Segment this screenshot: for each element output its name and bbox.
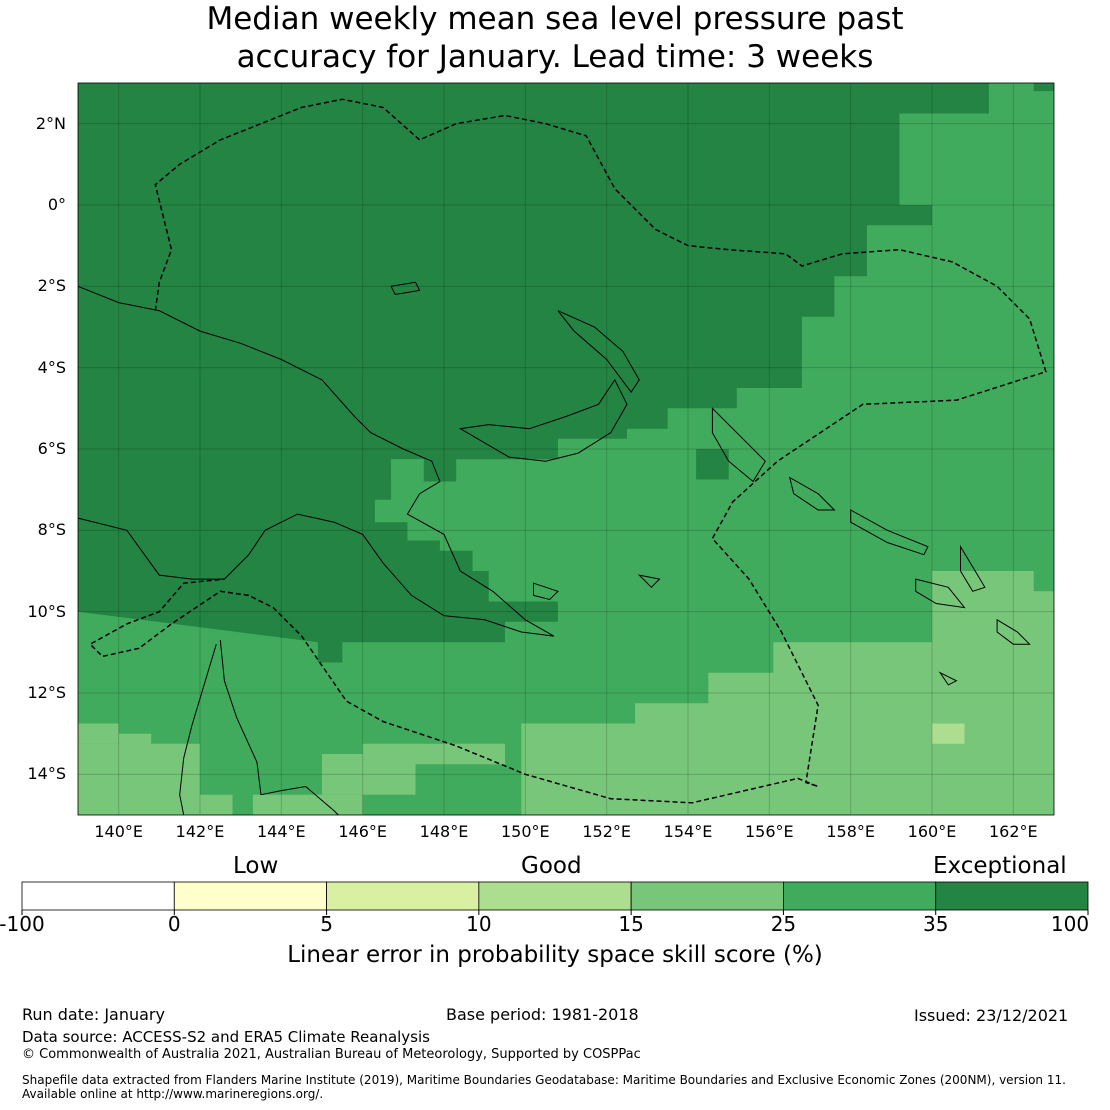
base-period: Base period: 1981-2018 — [446, 1005, 639, 1024]
lat-label: 6°S — [37, 439, 66, 458]
lon-label: 152°E — [582, 822, 631, 841]
coast-woodlark — [637, 574, 661, 589]
colorbar-bin — [173, 881, 327, 911]
colorbar-tick: 15 — [618, 912, 644, 936]
lat-label: 12°S — [27, 683, 66, 702]
coastlines — [77, 281, 1031, 816]
lat-label: 2°S — [37, 276, 66, 296]
colorbar-axis-title: Linear error in probability space skill … — [287, 942, 823, 968]
lat-label: 2°N — [35, 113, 66, 133]
coast-cape-york-west — [179, 644, 217, 816]
lat-label: 4°S — [37, 357, 66, 377]
lon-label: 154°E — [663, 822, 713, 841]
category-good: Good — [521, 853, 582, 879]
lon-label: 148°E — [419, 822, 469, 841]
lon-label: 162°E — [989, 822, 1038, 841]
copyright: © Commonwealth of Australia 2021, Austra… — [22, 1047, 641, 1062]
map-frame — [77, 82, 1055, 816]
colorbar-tick: 0 — [167, 912, 181, 936]
coast-santa-isabel — [850, 509, 929, 556]
coast-makira — [996, 618, 1031, 645]
colorbar-tick: 10 — [466, 912, 492, 936]
category-low: Low — [233, 853, 279, 879]
lat-label: 8°S — [37, 520, 66, 540]
coast-guadalcanal — [915, 578, 966, 609]
colorbar-bin — [21, 881, 175, 911]
region-pale-patch — [932, 723, 965, 744]
region-light-s3 — [362, 743, 505, 765]
colorbar-tick: 100 — [1050, 912, 1090, 936]
shapefile-credit-2: Available online at http://www.marinereg… — [22, 1087, 324, 1101]
coast-choiseul — [788, 476, 836, 511]
colorbar-bin — [935, 881, 1089, 911]
lon-label: 146°E — [338, 822, 387, 841]
eez-papua-new-guinea — [88, 98, 1047, 804]
lat-label: 10°S — [27, 601, 66, 621]
region-exceptional-ne — [1033, 83, 1054, 92]
shapefile-credit-1: Shapefile data extracted from Flanders M… — [22, 1073, 1066, 1087]
title-line-2: accuracy for January. Lead time: 3 weeks — [236, 39, 874, 75]
colorbar-tick: 35 — [922, 912, 949, 936]
coast-new-ireland — [557, 310, 640, 393]
lat-label: 14°S — [27, 764, 66, 784]
region-light-sw-b — [118, 733, 152, 754]
coast-new-britain — [458, 378, 628, 462]
region-exceptional-main — [78, 83, 989, 663]
region-light-se — [521, 571, 1054, 815]
colorbar-bin — [478, 881, 632, 911]
lon-label: 156°E — [745, 822, 794, 841]
map-title: Median weekly mean sea level pressure pa… — [0, 0, 1110, 76]
eez-boundary — [88, 98, 1047, 804]
category-exceptional: Exceptional — [933, 853, 1067, 879]
skill-map — [21, 82, 1089, 915]
colorbar-tick: -100 — [0, 912, 45, 936]
region-light-s1 — [252, 794, 363, 815]
lon-label: 144°E — [257, 822, 306, 841]
lon-label: 150°E — [501, 822, 550, 841]
lat-label: 0° — [47, 195, 66, 214]
colorbar-bin — [783, 881, 937, 911]
graticule — [78, 83, 1054, 815]
colorbar-tick: 5 — [320, 912, 333, 936]
coast-malaita — [960, 544, 986, 592]
coast-bougainville — [711, 407, 766, 483]
data-source: Data source: ACCESS-S2 and ERA5 Climate … — [22, 1028, 430, 1046]
colorbar-bin — [326, 881, 480, 911]
lon-label: 140°E — [94, 822, 143, 841]
colorbar — [21, 881, 1089, 915]
colorbar-tick: 25 — [770, 912, 797, 936]
lon-label: 158°E — [826, 822, 875, 841]
lon-label: 160°E — [907, 822, 957, 841]
coast-cape-york-east — [219, 640, 339, 816]
issued-date: Issued: 23/12/2021 — [914, 1006, 1069, 1025]
title-line-1: Median weekly mean sea level pressure pa… — [206, 1, 904, 37]
colorbar-bin — [630, 881, 784, 911]
lon-label: 142°E — [175, 822, 225, 841]
coast-dentrecasteaux — [533, 582, 559, 601]
region-light-sw-strip — [78, 723, 119, 744]
skill-grid-cells — [78, 83, 1054, 815]
region-light-sw — [78, 743, 233, 815]
region-exceptional-bougainville — [696, 449, 729, 480]
coast-rennell — [938, 671, 958, 686]
region-good-patch — [391, 459, 424, 480]
run-date: Run date: January — [22, 1005, 165, 1024]
coast-new-guinea — [77, 285, 555, 637]
coast-manus — [390, 281, 421, 296]
